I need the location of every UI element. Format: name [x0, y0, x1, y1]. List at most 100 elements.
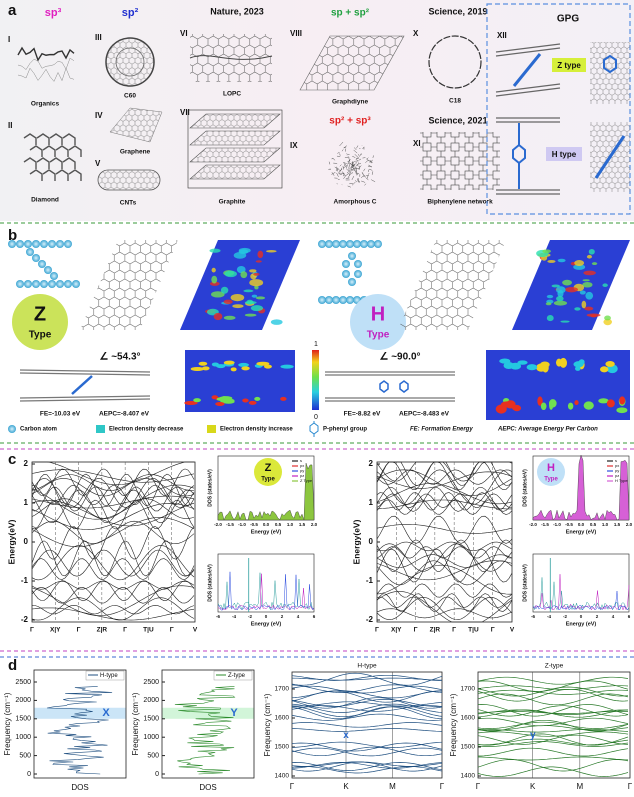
band-line [31, 498, 195, 520]
density-blob [224, 270, 237, 278]
carbon-atom [56, 280, 64, 288]
band-line [291, 701, 443, 707]
density-blob [556, 295, 564, 302]
band-line [376, 596, 513, 608]
x-tick-label: Γ [170, 627, 174, 634]
group-title: sp + sp² [331, 8, 370, 19]
band-line [291, 685, 443, 694]
dos-line [174, 686, 236, 775]
carbon-atom [16, 240, 24, 248]
item-name: Diamond [31, 197, 59, 204]
badge-word: Type [367, 330, 390, 341]
carbon-atom [32, 240, 40, 248]
plot-frame [33, 669, 127, 779]
band-line [31, 495, 195, 509]
decoration [329, 168, 331, 170]
item-name: Graphite [219, 199, 246, 206]
density-blob [573, 264, 586, 270]
density-blob [243, 289, 254, 293]
decoration [512, 123, 526, 189]
band-line [376, 469, 513, 496]
density-blob [616, 407, 628, 414]
band-line [31, 580, 195, 590]
carbon-atom [360, 240, 368, 248]
band-line [376, 492, 513, 511]
band-line [291, 722, 443, 728]
carbon-atom [325, 296, 333, 304]
y-tick-label: 2000 [143, 697, 159, 704]
x-tick-label: K [343, 782, 349, 791]
decoration [17, 46, 75, 62]
y-tick-label: 1400 [461, 773, 476, 780]
band-line [376, 515, 513, 544]
type-label: Z type [557, 61, 581, 70]
decoration [358, 165, 362, 170]
density-blob [230, 293, 245, 302]
decoration [379, 380, 409, 393]
band-line [376, 524, 513, 534]
numeral: VIII [290, 29, 302, 38]
panel-label: c [8, 451, 16, 468]
legend-icon [309, 421, 319, 437]
band-line [477, 704, 629, 717]
band-line [477, 733, 629, 746]
band-line [31, 486, 195, 512]
density-blob [254, 285, 259, 290]
numeral: I [8, 35, 10, 44]
numeral: X [413, 29, 419, 38]
density-blob [238, 249, 249, 255]
decoration [354, 161, 357, 163]
density-blob [542, 249, 551, 254]
x-tick-label: Γ [30, 627, 34, 634]
carbon-atom [318, 296, 326, 304]
band-line [477, 734, 629, 745]
type-label: H type [552, 150, 577, 159]
decoration [328, 161, 331, 165]
plot-title: Z-type [545, 663, 564, 670]
band-line [477, 689, 629, 695]
dos-line [532, 590, 630, 611]
decoration [331, 172, 336, 175]
carbon-atom [353, 240, 361, 248]
decoration [349, 171, 352, 175]
x-tick-label: 6 [628, 614, 631, 619]
decoration [355, 170, 358, 174]
plot-frame [376, 461, 513, 623]
band-line [31, 474, 195, 491]
density-blob [565, 286, 578, 293]
band-line [376, 541, 513, 552]
band-line [31, 558, 195, 580]
y-tick-label: 0 [27, 771, 31, 778]
decoration [354, 167, 356, 170]
type-badge [537, 458, 565, 486]
energy-label: AEPC=-8.407 eV [99, 411, 150, 418]
carbon-atom [44, 266, 52, 274]
y-tick-label: 0 [369, 537, 374, 546]
carbon-atom [346, 240, 354, 248]
density-blob [280, 396, 287, 401]
x-tick-label: Γ [452, 627, 456, 634]
density-blob [549, 400, 554, 410]
density-blob [517, 360, 528, 365]
carbon-atom [354, 270, 362, 278]
density-blob [257, 250, 264, 259]
density-blob [575, 366, 581, 371]
decoration [356, 163, 359, 167]
band-line [291, 762, 443, 771]
decoration [603, 54, 617, 74]
carbon-atom [8, 240, 16, 248]
density-blob [583, 270, 596, 276]
density-blob [255, 296, 266, 300]
density-blob [540, 402, 547, 411]
x-tick-label: 2.0 [626, 522, 633, 527]
axis-title: DOS [199, 783, 216, 792]
x-tick-label: -4 [232, 614, 236, 619]
axis-title: Energy (eV) [566, 529, 597, 535]
decoration [331, 172, 335, 176]
density-blob [241, 366, 250, 371]
axis-title: DOS (states/eV) [522, 564, 528, 602]
legend-box [85, 670, 125, 681]
badge-word: Type [261, 477, 275, 483]
density-map [180, 240, 300, 330]
decoration [360, 174, 365, 178]
